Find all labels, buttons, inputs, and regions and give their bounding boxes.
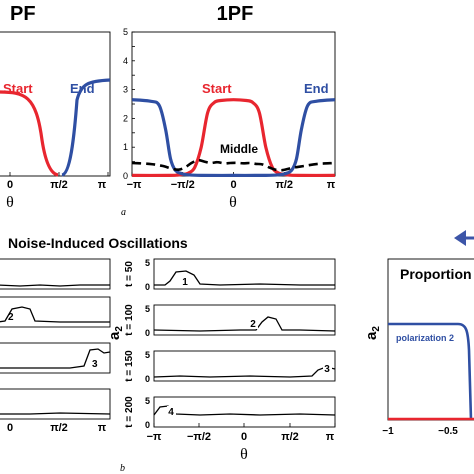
panel-b-ylabel: a2: [106, 326, 125, 340]
panel-b-trace-4: [153, 405, 336, 416]
panel-b-trace-3: [153, 366, 336, 378]
panel-a-left-xlabel: θ: [6, 194, 14, 211]
x-tick-label: π/2: [275, 179, 293, 191]
panel-b-left-trace-1: [0, 284, 110, 287]
panel-b-xticks: [153, 423, 336, 427]
panel-a-left-end-label: End: [70, 81, 95, 96]
panel-b-left-row-4: [0, 388, 111, 420]
row-ytick: 5: [145, 304, 150, 314]
series-line-middle: [132, 158, 335, 172]
panel-c-title: Proportion: [400, 266, 472, 282]
row-ytick: 5: [145, 258, 150, 268]
panel-b-left-row-2: [0, 296, 111, 328]
row-ytick: 0: [145, 282, 150, 292]
panel-a-left-axes: [0, 31, 111, 177]
y-tick-label: 5: [123, 27, 128, 37]
marker-bg: [181, 276, 190, 287]
panel-b-left-trace-4: [0, 412, 111, 415]
x-axis-label: θ: [229, 194, 237, 211]
y-tick-label: 2: [123, 113, 128, 123]
marker-bg: [167, 406, 176, 417]
panel-b-left-marker: 3: [92, 359, 98, 370]
panel-a-left-start-curve: [0, 90, 59, 177]
panel-a-left-end-curve: [61, 78, 111, 177]
row-label-4: t = 200: [124, 396, 135, 428]
y-tick-label: 0: [123, 171, 128, 181]
series-lines: [131, 98, 336, 178]
row-label-3: t = 150: [124, 350, 135, 382]
panel-a-left: PF Start End 0 π/2 π θ: [0, 3, 111, 211]
panel-c-legend: polarization 2: [396, 333, 454, 343]
panel-b-left-xtick: 0: [7, 422, 13, 434]
panel-a-left-xtick-0: 0: [7, 179, 13, 191]
panel-b-trace-2: [153, 316, 336, 332]
panel-c-blue-curve: [388, 322, 473, 421]
x-tick-label: 0: [230, 179, 236, 191]
panel-b-xtick: −π/2: [187, 431, 211, 443]
panel-b-marker-3: 3: [324, 364, 330, 375]
panel-a-letter: a: [121, 207, 126, 218]
panel-b-xtick: 0: [241, 431, 247, 443]
panel-b: Noise-Induced Oscillations 2 3 0 π/2 π a…: [0, 235, 336, 474]
panel-b-row-3: [153, 350, 336, 382]
panel-b-row-4: [153, 396, 336, 428]
chart-title: 1PF: [217, 3, 254, 25]
arrow-head-icon: [454, 230, 466, 246]
panel-c-ylabel: a2: [363, 326, 382, 340]
panel-a-left-start-label: Start: [3, 81, 33, 96]
row-ytick: 0: [145, 328, 150, 338]
panel-b-marker-1: 1: [182, 277, 188, 288]
y-axis: 0 1 2 3 4 5: [123, 27, 135, 181]
x-tick-label: −π/2: [171, 179, 195, 191]
panel-a-left-xtick-1: π/2: [50, 179, 68, 191]
panel-b-letter: b: [120, 463, 125, 474]
series-label-middle: Middle: [220, 142, 258, 156]
panel-b-left-marker: 2: [8, 312, 14, 323]
x-axis: −π −π/2 0 π/2 π: [127, 172, 336, 191]
panel-c-xtick: −0.5: [438, 426, 458, 437]
panel-b-marker-2: 2: [250, 319, 256, 330]
row-ytick: 5: [145, 396, 150, 406]
panel-b-row-1: [153, 258, 336, 290]
panel-b-left-row-1: [0, 258, 111, 290]
series-line-end: [131, 98, 336, 178]
panel-b-trace-1: [154, 270, 335, 286]
row-ytick: 0: [145, 374, 150, 384]
panel-b-marker-4: 4: [168, 407, 174, 418]
panel-b-left-xtick: π: [98, 422, 107, 434]
panel-b-left-row-3: [0, 342, 111, 374]
x-tick-label: π: [327, 179, 336, 191]
panel-b-left-trace-3: [0, 348, 111, 369]
panel-c: Proportion a2 polarization 2 −1 −0.5: [363, 230, 474, 437]
panel-a-left-xtick-2: π: [98, 179, 107, 191]
x-tick-label: −π: [127, 179, 142, 191]
panel-a-left-title: PF: [10, 3, 36, 25]
y-tick-label: 4: [123, 56, 128, 66]
row-label-1: t = 50: [124, 261, 135, 287]
marker-bg: [249, 318, 258, 329]
panel-b-left-trace-2: [0, 306, 110, 323]
panel-b-xtick: −π: [147, 431, 162, 443]
row-label-2: t = 100: [124, 304, 135, 336]
y-tick-label: 1: [123, 142, 128, 152]
y-tick-label: 3: [123, 85, 128, 95]
row-ytick: 0: [145, 420, 150, 430]
panel-b-xtick: π: [326, 431, 335, 443]
panel-b-title: Noise-Induced Oscillations: [8, 235, 188, 251]
panel-b-xlabel: θ: [240, 446, 248, 463]
series-label-end: End: [304, 81, 329, 96]
panel-b-left-xtick: π/2: [50, 422, 68, 434]
marker-bg: [323, 363, 332, 374]
panel-b-row-2: [153, 304, 336, 336]
row-ytick: 5: [145, 350, 150, 360]
panel-b-xtick: π/2: [281, 431, 299, 443]
series-label-start: Start: [202, 81, 232, 96]
panel-c-xtick: −1: [382, 426, 394, 437]
